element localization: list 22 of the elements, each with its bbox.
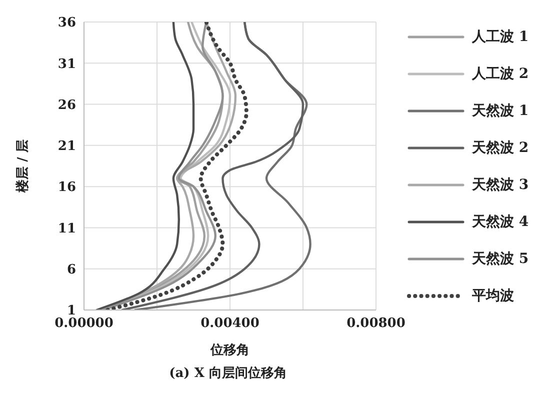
legend-label: 天然波 3	[472, 176, 529, 194]
y-tick-label: 1	[66, 304, 76, 319]
y-tick-label: 26	[58, 98, 76, 113]
y-tick-label: 36	[58, 16, 76, 31]
y-tick-label: 31	[58, 56, 76, 72]
y-tick-label: 21	[58, 139, 76, 154]
legend-label: 人工波 1	[472, 28, 529, 46]
legend-label: 天然波 1	[472, 102, 529, 120]
legend-label: 天然波 4	[472, 213, 529, 231]
y-tick-label: 6	[66, 262, 76, 278]
y-tick-label: 11	[58, 221, 76, 236]
legend-label: 平均波	[472, 287, 514, 305]
legend-label: 人工波 2	[472, 65, 529, 83]
y-axis-title: 楼层 / 层	[16, 140, 31, 194]
x-tick-label: 0.00000	[54, 316, 114, 332]
x-axis-title: 位移角	[210, 343, 250, 358]
x-tick-label: 0.00800	[346, 316, 406, 332]
legend-label: 天然波 5	[472, 250, 529, 268]
text: (a) X 向层间位移角	[168, 365, 288, 382]
legend-label: 天然波 2	[472, 139, 529, 157]
y-tick-label: 16	[58, 180, 76, 196]
x-tick-label: 0.00400	[200, 316, 260, 332]
